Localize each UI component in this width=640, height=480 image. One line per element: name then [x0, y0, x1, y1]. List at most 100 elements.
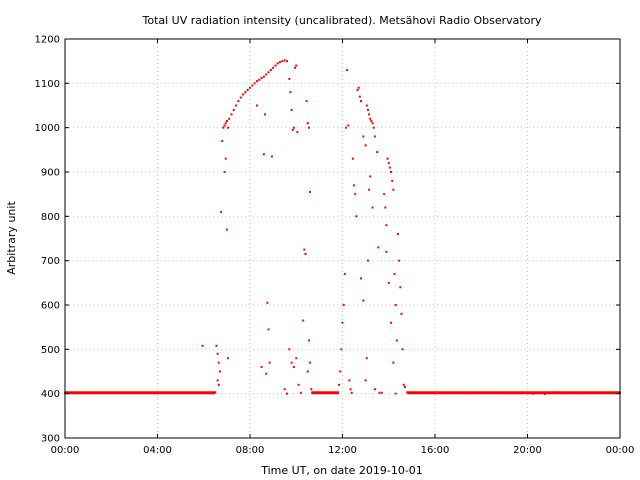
- data-point: [387, 281, 390, 284]
- data-point: [227, 357, 230, 360]
- data-point: [223, 171, 226, 173]
- data-point: [402, 383, 405, 386]
- data-point: [283, 59, 286, 62]
- data-point: [364, 144, 367, 147]
- data-point: [223, 124, 226, 127]
- data-point: [357, 86, 360, 89]
- data-point: [368, 188, 371, 191]
- data-point: [224, 157, 227, 160]
- data-point: [218, 370, 221, 373]
- data-point: [341, 321, 344, 324]
- y-tick-label: 900: [41, 168, 60, 179]
- data-point: [369, 117, 372, 120]
- data-point: [289, 91, 292, 94]
- data-point: [270, 155, 273, 158]
- data-point: [290, 108, 293, 111]
- data-point: [373, 135, 376, 138]
- data-point: [360, 100, 362, 103]
- data-point: [366, 259, 369, 262]
- axes: 300 400 500 600 700 800 900 1000 1100 1200 00:00 04…: [35, 35, 635, 457]
- data-point: [201, 344, 204, 347]
- data-point: [309, 190, 312, 193]
- data-point: [392, 361, 395, 364]
- y-tick-label: 1000: [35, 123, 60, 134]
- data-point: [370, 120, 373, 123]
- data-point: [276, 62, 279, 65]
- data-point: [292, 126, 295, 129]
- data-point: [215, 344, 218, 347]
- data-point: [242, 93, 245, 96]
- data-point: [267, 328, 270, 331]
- baseline-run: [65, 391, 216, 395]
- data-point: [368, 113, 371, 116]
- data-point: [272, 66, 275, 69]
- data-point: [290, 361, 293, 364]
- data-point: [225, 228, 228, 231]
- data-point: [255, 104, 258, 107]
- data-point: [358, 95, 361, 98]
- data-point: [246, 88, 249, 91]
- data-point: [216, 379, 219, 382]
- data-point: [350, 391, 353, 394]
- data-point: [262, 153, 265, 156]
- y-tick-label: 400: [41, 389, 60, 400]
- data-point: [376, 151, 379, 154]
- data-point: [372, 126, 375, 129]
- data-point: [307, 339, 310, 342]
- data-point: [365, 357, 368, 360]
- data-point: [262, 75, 265, 78]
- x-tick-label: 20:00: [513, 445, 542, 456]
- data-point: [339, 370, 342, 373]
- data-point: [291, 128, 294, 131]
- data-point: [362, 135, 365, 138]
- y-tick-label: 1100: [35, 79, 60, 90]
- data-point: [354, 193, 357, 196]
- baseline-run: [311, 391, 340, 395]
- data-point: [310, 388, 313, 391]
- data-point: [283, 388, 286, 391]
- data-point: [346, 69, 349, 72]
- data-point: [264, 113, 267, 116]
- data-point: [265, 73, 268, 76]
- y-tick-label: 1200: [35, 35, 60, 46]
- data-point: [269, 69, 272, 72]
- data-point: [401, 348, 404, 351]
- x-tick-label: 00:00: [51, 445, 80, 456]
- plot-frame: [64, 38, 621, 439]
- data-point: [384, 206, 387, 209]
- data-point: [297, 383, 300, 386]
- x-axis-label: Time UT, on date 2019-10-01: [260, 464, 423, 477]
- data-point: [356, 88, 359, 91]
- data-point: [390, 171, 393, 173]
- data-point: [347, 124, 350, 127]
- data-point: [260, 366, 263, 369]
- data-point: [237, 100, 240, 103]
- data-point: [265, 372, 268, 375]
- chart-title: Total UV radiation intensity (uncalibrat…: [142, 14, 542, 27]
- data-point: [403, 386, 406, 389]
- data-point: [371, 206, 374, 209]
- data-point: [309, 361, 312, 364]
- data-point: [399, 286, 402, 289]
- data-point: [371, 122, 374, 125]
- data-point: [394, 392, 397, 395]
- data-point: [225, 120, 228, 123]
- data-point: [220, 210, 223, 213]
- y-tick-label: 800: [41, 212, 60, 223]
- data-point: [239, 96, 242, 99]
- data-point: [244, 91, 247, 94]
- data-point: [227, 126, 230, 129]
- data-point: [351, 157, 354, 160]
- data-point: [268, 361, 271, 364]
- data-point: [343, 272, 346, 275]
- data-point: [364, 379, 367, 382]
- data-point: [260, 77, 263, 80]
- data-point: [302, 319, 305, 322]
- data-point: [377, 246, 380, 249]
- y-tick-label: 700: [41, 256, 60, 267]
- data-point: [369, 175, 372, 178]
- data-point: [400, 312, 403, 315]
- data-point: [392, 188, 395, 191]
- data-point: [228, 117, 231, 120]
